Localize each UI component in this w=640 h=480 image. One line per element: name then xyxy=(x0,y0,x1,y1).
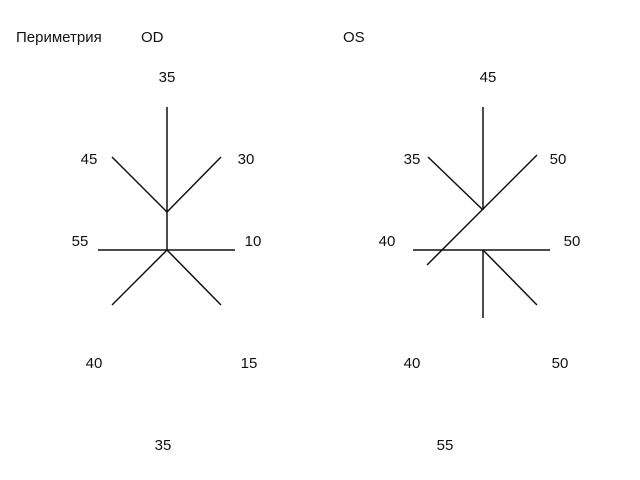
os-value-top: 45 xyxy=(479,69,497,86)
os-value-lower-right: 50 xyxy=(551,355,569,372)
od-field-plot xyxy=(98,107,235,306)
od-ray-upper-left xyxy=(111,156,168,213)
os-ray-lower-right xyxy=(482,249,538,306)
os-value-right: 50 xyxy=(563,233,581,250)
os-value-lower-left: 40 xyxy=(403,355,421,372)
page-title: Периметрия xyxy=(16,29,102,46)
os-value-upper-left: 35 xyxy=(403,151,421,168)
od-label: OD xyxy=(141,29,164,46)
od-value-right: 10 xyxy=(244,233,262,250)
od-value-upper-right: 30 xyxy=(237,151,255,168)
od-value-top: 35 xyxy=(158,69,176,86)
od-ray-lower-left xyxy=(111,249,168,306)
od-value-bottom: 35 xyxy=(154,437,172,454)
od-ray-upper-right xyxy=(166,156,222,213)
os-value-bottom: 55 xyxy=(436,437,454,454)
od-value-lower-left: 40 xyxy=(85,355,103,372)
os-ray-diagonal xyxy=(426,154,538,266)
os-ray-upper-left xyxy=(427,156,484,211)
os-value-left: 40 xyxy=(378,233,396,250)
od-value-upper-left: 45 xyxy=(80,151,98,168)
os-label: OS xyxy=(343,29,365,46)
os-value-upper-right: 50 xyxy=(549,151,567,168)
od-ray-lower-right xyxy=(166,249,222,306)
od-value-left: 55 xyxy=(71,233,89,250)
od-value-lower-right: 15 xyxy=(240,355,258,372)
os-field-plot xyxy=(413,107,550,318)
